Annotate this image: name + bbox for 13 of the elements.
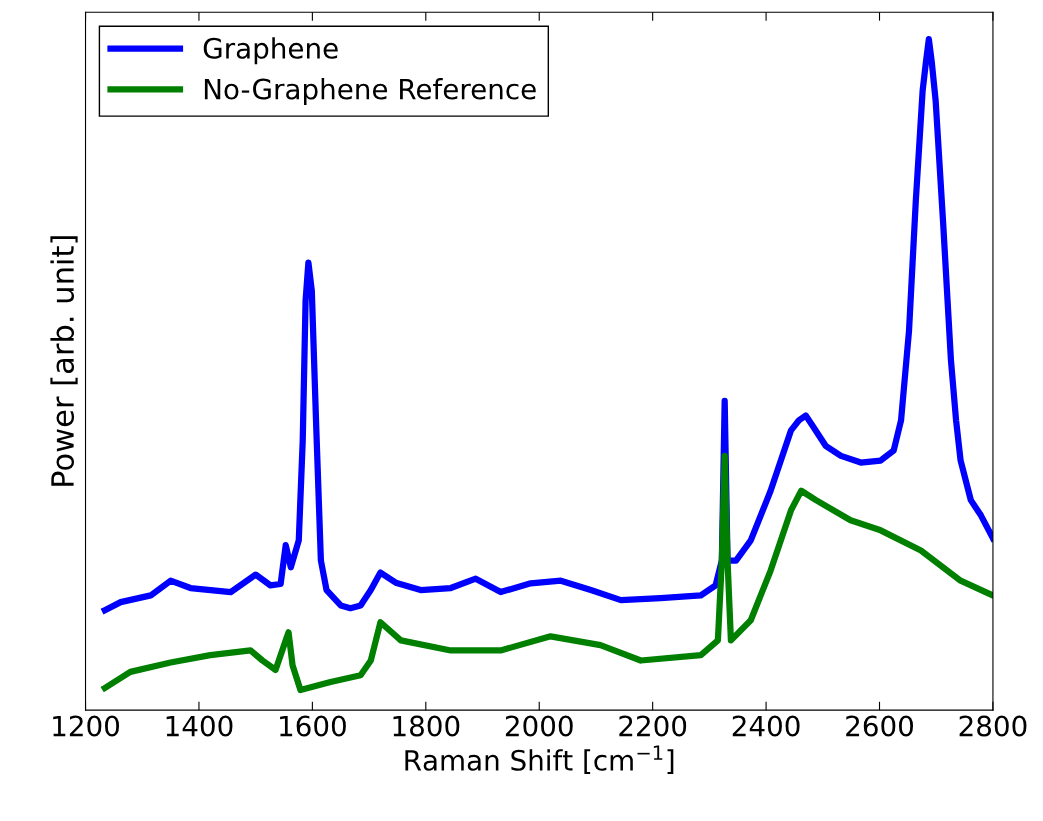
x-axis-title: Raman Shift [cm$^{−1}$] [405,745,674,775]
x-tick-label: 1800 [393,715,460,737]
y-axis-title: Power [arb. unit] [50,236,78,486]
x-tick-label: 1400 [166,715,233,737]
x-tick-label: 2600 [846,715,914,737]
x-tick-label: 2400 [732,715,800,737]
x-tick-label: 1600 [280,715,346,737]
legend-label: Graphene [203,37,338,65]
x-tick-label: 2200 [619,715,687,737]
x-tick-label: 2000 [505,715,573,737]
x-tick-label: 1200 [53,715,120,737]
x-tick-label: 2800 [959,715,1027,737]
legend-label: No-Graphene Reference [204,78,536,105]
